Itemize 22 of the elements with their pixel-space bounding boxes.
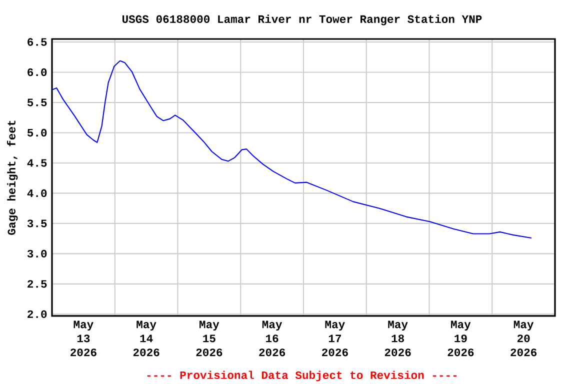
y-tick-label: 2.5	[28, 280, 47, 288]
y-axis-title: Gage height, feet	[6, 120, 18, 235]
text: ---- Provisional Data Subject to Revision ----	[147, 370, 457, 382]
y-tick-label: 3.5	[27, 220, 47, 228]
y-tick-label: 6.0	[28, 68, 47, 76]
x-tick-label: May 17 2026	[322, 320, 348, 356]
y-tick-label: 5.0	[27, 128, 47, 137]
x-tick-label: May 20 2026	[510, 320, 537, 356]
x-tick-label: May 16 2026	[259, 320, 286, 356]
y-tick-label: 3.0	[27, 250, 47, 258]
x-tick-label: May 18 2026	[384, 320, 411, 356]
chart-title: USGS 06188000 Lamar River nr Tower Ranger Station YNP	[122, 14, 482, 26]
y-tick-label: 4.0	[27, 189, 47, 198]
y-tick-label: 6.5	[28, 38, 47, 46]
x-tick-label: May 15 2026	[196, 320, 222, 356]
x-tick-label: May 19 2026	[448, 320, 474, 356]
line-series	[52, 60, 532, 239]
x-tick-label: May 13 2026	[70, 320, 96, 356]
y-tick-label: 5.5	[27, 98, 47, 106]
x-tick-label: May 14 2026	[133, 320, 160, 356]
y-tick-label: 2.0	[28, 310, 47, 318]
y-tick-label: 4.5	[27, 159, 47, 167]
